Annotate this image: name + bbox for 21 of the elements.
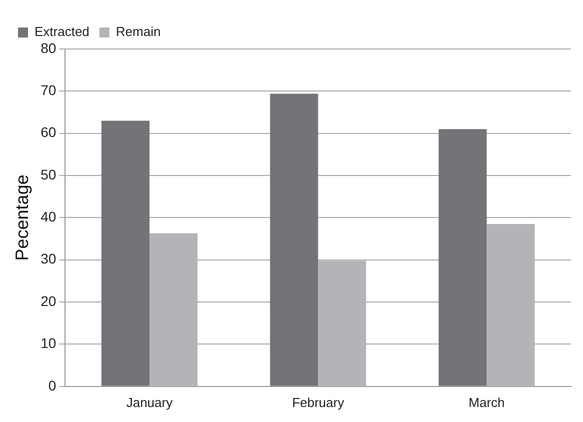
bar bbox=[270, 94, 318, 386]
y-tick-label: 50 bbox=[40, 166, 56, 182]
bar bbox=[101, 120, 150, 386]
y-tick-label: 60 bbox=[40, 124, 56, 140]
y-tick-label: 30 bbox=[40, 250, 56, 267]
y-tick-label: 80 bbox=[40, 40, 56, 56]
y-tick-label: 0 bbox=[48, 377, 56, 394]
legend-label: Extracted bbox=[34, 24, 90, 40]
x-tick-label: March bbox=[468, 394, 505, 410]
bar bbox=[318, 260, 366, 386]
bar bbox=[438, 129, 487, 386]
y-axis-title: Pecentage bbox=[12, 174, 32, 261]
y-tick-label: 20 bbox=[40, 292, 56, 309]
y-tick-label: 70 bbox=[40, 82, 56, 98]
x-tick-label: January bbox=[126, 394, 174, 410]
bar bbox=[149, 233, 198, 386]
legend-label: Remain bbox=[116, 24, 161, 40]
bar bbox=[486, 224, 535, 386]
y-tick-label: 10 bbox=[40, 335, 56, 352]
x-tick-label: February bbox=[292, 394, 345, 410]
y-tick-label: 40 bbox=[40, 208, 56, 225]
